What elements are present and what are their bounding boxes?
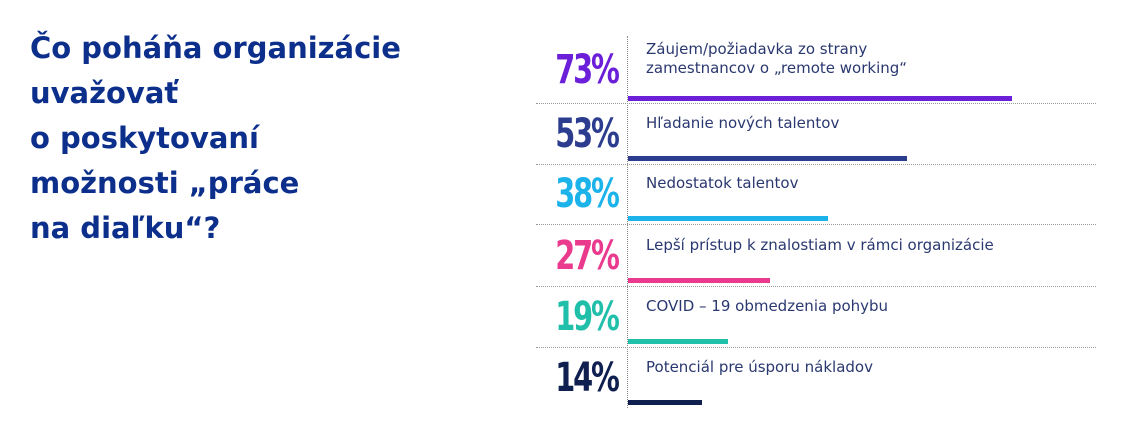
category-label-line: Hľadanie nových talentov xyxy=(646,114,840,132)
category-label: Potenciál pre úsporu nákladov xyxy=(646,358,1006,377)
bar xyxy=(628,400,702,405)
value-label: 53% xyxy=(555,111,621,157)
row-separator xyxy=(536,164,1096,165)
category-label-line: COVID – 19 obmedzenia pohybu xyxy=(646,297,889,315)
axis-line xyxy=(627,36,628,408)
category-label-line: Záujem/požiadavka zo strany xyxy=(646,40,868,58)
bar xyxy=(628,96,1012,101)
bar xyxy=(628,339,728,344)
bar-row: 27% Lepší prístup k znalostiam v rámci or… xyxy=(536,226,1096,287)
value-label: 38% xyxy=(555,171,621,217)
category-label: Lepší prístup k znalostiam v rámci organ… xyxy=(646,236,1006,255)
bar-row: 19% COVID – 19 obmedzenia pohybu xyxy=(536,287,1096,348)
value-label: 19% xyxy=(555,294,621,340)
category-label: Hľadanie nových talentov xyxy=(646,114,1006,133)
value-label: 73% xyxy=(555,47,621,93)
bar-row: 53% Hľadanie nových talentov xyxy=(536,104,1096,165)
category-label: Nedostatok talentov xyxy=(646,174,1006,193)
value-label: 14% xyxy=(555,355,621,401)
row-separator xyxy=(536,103,1096,104)
title-line: Čo poháňa organizácie xyxy=(30,31,401,65)
category-label-line: Nedostatok talentov xyxy=(646,174,799,192)
bar xyxy=(628,278,771,283)
category-label-line: Potenciál pre úsporu nákladov xyxy=(646,358,873,376)
row-separator xyxy=(536,347,1096,348)
title-line: uvažovať xyxy=(30,76,179,110)
title-line: o poskytovaní xyxy=(30,121,259,155)
bar xyxy=(628,156,907,161)
category-label: COVID – 19 obmedzenia pohybu xyxy=(646,297,1006,316)
category-label-line: Lepší prístup k znalostiam v rámci organ… xyxy=(646,236,994,254)
bar-row: 73% Záujem/požiadavka zo strany zamestnanc… xyxy=(536,40,1096,104)
title-line: na diaľku“? xyxy=(30,211,221,245)
bar xyxy=(628,216,828,221)
category-label-line: zamestnancov o „remote working“ xyxy=(646,59,908,77)
title-line: možnosti „práce xyxy=(30,166,300,200)
bar-row: 38% Nedostatok talentov xyxy=(536,164,1096,225)
bar-row: 14% Potenciál pre úsporu nákladov xyxy=(536,348,1096,409)
chart-title: Čo poháňa organizácie uvažovať o poskyto… xyxy=(30,26,450,251)
value-label: 27% xyxy=(555,233,621,279)
row-separator xyxy=(536,286,1096,287)
row-separator xyxy=(536,224,1096,225)
category-label: Záujem/požiadavka zo strany zamestnancov … xyxy=(646,40,1006,78)
